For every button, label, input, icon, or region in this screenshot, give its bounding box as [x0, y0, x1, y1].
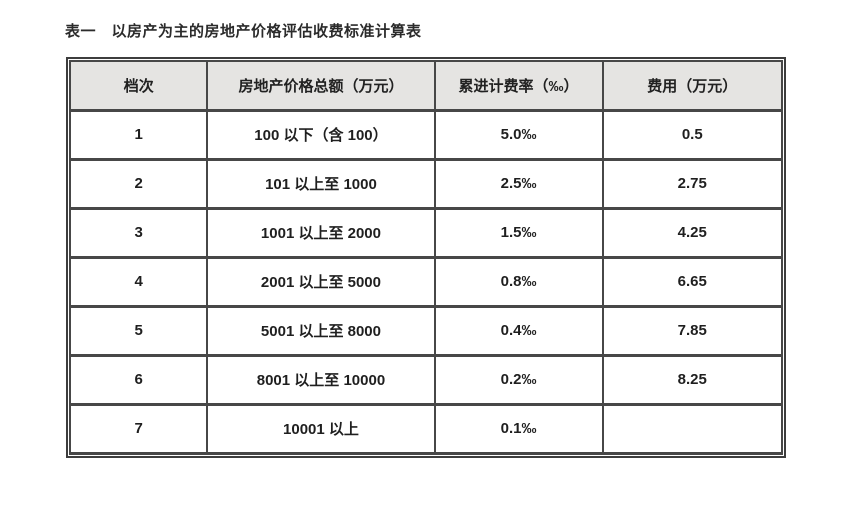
cell-fee — [601, 403, 784, 455]
cell-grade: 7 — [68, 403, 209, 455]
col-header-grade: 档次 — [68, 60, 209, 112]
cell-grade: 1 — [68, 109, 209, 161]
cell-fee: 0.5 — [601, 109, 784, 161]
cell-fee: 8.25 — [601, 354, 784, 406]
cell-fee: 7.85 — [601, 305, 784, 357]
cell-total-price: 8001 以上至 10000 — [206, 354, 436, 406]
cell-total-price: 2001 以上至 5000 — [206, 256, 436, 308]
cell-total-price: 1001 以上至 2000 — [206, 207, 436, 259]
table-frame: 档次 房地产价格总额（万元） 累进计费率（‰） 费用（万元） 1 100 以下（… — [66, 57, 786, 458]
cell-fee: 6.65 — [601, 256, 784, 308]
cell-total-price: 100 以下（含 100） — [206, 109, 436, 161]
cell-grade: 2 — [68, 158, 209, 210]
cell-grade: 3 — [68, 207, 209, 259]
table-row: 3 1001 以上至 2000 1.5‰ 4.25 — [68, 207, 784, 259]
col-header-fee: 费用（万元） — [601, 60, 784, 112]
cell-fee: 4.25 — [601, 207, 784, 259]
cell-progressive-rate: 0.8‰ — [433, 256, 604, 308]
table-row: 4 2001 以上至 5000 0.8‰ 6.65 — [68, 256, 784, 308]
cell-progressive-rate: 0.2‰ — [433, 354, 604, 406]
table-row: 7 10001 以上 0.1‰ — [68, 403, 784, 455]
header-row: 档次 房地产价格总额（万元） 累进计费率（‰） 费用（万元） — [68, 60, 784, 112]
cell-total-price: 10001 以上 — [206, 403, 436, 455]
cell-total-price: 5001 以上至 8000 — [206, 305, 436, 357]
cell-grade: 4 — [68, 256, 209, 308]
cell-progressive-rate: 2.5‰ — [433, 158, 604, 210]
cell-grade: 6 — [68, 354, 209, 406]
table-row: 1 100 以下（含 100） 5.0‰ 0.5 — [68, 109, 784, 161]
cell-total-price: 101 以上至 1000 — [206, 158, 436, 210]
cell-fee: 2.75 — [601, 158, 784, 210]
cell-progressive-rate: 0.1‰ — [433, 403, 604, 455]
table-caption: 表一 以房产为主的房地产价格评估收费标准计算表 — [65, 23, 422, 40]
fee-standard-table: 档次 房地产价格总额（万元） 累进计费率（‰） 费用（万元） 1 100 以下（… — [68, 60, 784, 455]
table-row: 5 5001 以上至 8000 0.4‰ 7.85 — [68, 305, 784, 357]
cell-progressive-rate: 1.5‰ — [433, 207, 604, 259]
cell-progressive-rate: 0.4‰ — [433, 305, 604, 357]
cell-grade: 5 — [68, 305, 209, 357]
col-header-progressive-rate: 累进计费率（‰） — [433, 60, 604, 112]
table-row: 2 101 以上至 1000 2.5‰ 2.75 — [68, 158, 784, 210]
table-row: 6 8001 以上至 10000 0.2‰ 8.25 — [68, 354, 784, 406]
col-header-total-price: 房地产价格总额（万元） — [206, 60, 436, 112]
cell-progressive-rate: 5.0‰ — [433, 109, 604, 161]
